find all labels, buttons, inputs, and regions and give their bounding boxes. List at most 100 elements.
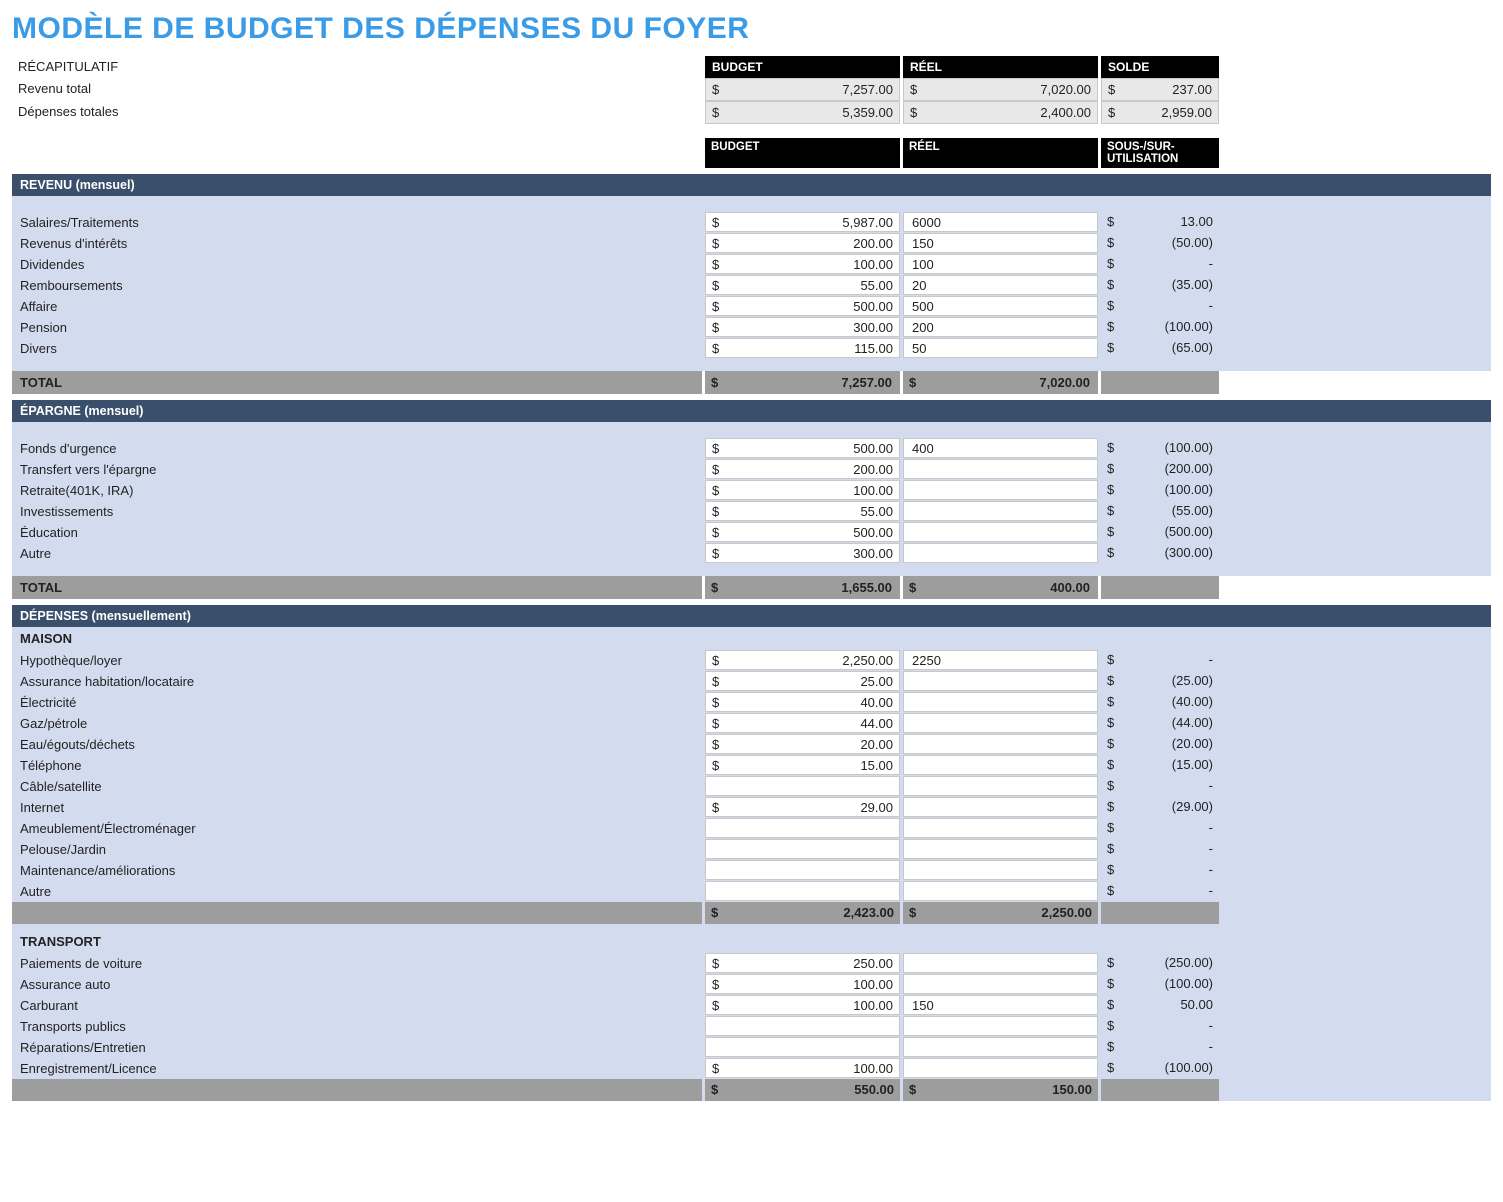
group-header: TRANSPORT xyxy=(12,930,1219,953)
variance-cell: $(100.00) xyxy=(1101,317,1219,337)
cell[interactable]: 500 xyxy=(903,296,1098,316)
variance-cell: $- xyxy=(1101,1037,1219,1057)
cell[interactable]: $29.00 xyxy=(705,797,900,817)
cell[interactable]: $40.00 xyxy=(705,692,900,712)
section-body: Fonds d'urgence$500.00400$(100.00)Transf… xyxy=(12,422,1491,576)
variance-cell: $(55.00) xyxy=(1101,501,1219,521)
column-headers: BUDGET RÉEL SOUS-/SUR-UTILISATION xyxy=(12,138,1491,168)
cell[interactable] xyxy=(903,734,1098,754)
section-body: MAISONHypothèque/loyer$2,250.002250$-Ass… xyxy=(12,627,1491,1101)
cell[interactable]: $300.00 xyxy=(705,317,900,337)
reel-col-header: RÉEL xyxy=(903,138,1098,168)
cell[interactable] xyxy=(705,1037,900,1057)
cell[interactable] xyxy=(705,881,900,901)
page-title: MODÈLE DE BUDGET DES DÉPENSES DU FOYER xyxy=(12,12,1491,46)
cell[interactable] xyxy=(903,522,1098,542)
cell[interactable] xyxy=(903,860,1098,880)
cell[interactable] xyxy=(903,755,1098,775)
cell[interactable]: $100.00 xyxy=(705,1058,900,1078)
cell[interactable] xyxy=(903,692,1098,712)
variance-cell: $(500.00) xyxy=(1101,522,1219,542)
cell[interactable] xyxy=(903,1016,1098,1036)
summary-grid: RÉCAPITULATIF BUDGET RÉEL SOLDE Revenu t… xyxy=(12,56,1491,124)
row-label: Maintenance/améliorations xyxy=(12,860,702,881)
cell[interactable] xyxy=(705,1016,900,1036)
cell[interactable] xyxy=(705,776,900,796)
cell[interactable]: $2,250.00 xyxy=(705,650,900,670)
cell[interactable] xyxy=(903,480,1098,500)
section-total: TOTAL$7,257.00$7,020.00 xyxy=(12,371,1491,394)
cell[interactable] xyxy=(903,543,1098,563)
cell[interactable]: $100.00 xyxy=(705,254,900,274)
cell[interactable]: $100.00 xyxy=(705,995,900,1015)
cell[interactable]: $300.00 xyxy=(705,543,900,563)
row-label: Carburant xyxy=(12,995,702,1016)
cell[interactable]: $115.00 xyxy=(705,338,900,358)
summary-cell[interactable]: $7,020.00 xyxy=(903,78,1098,101)
summary-cell[interactable]: $237.00 xyxy=(1101,78,1219,101)
row-label: Transfert vers l'épargne xyxy=(12,459,702,480)
summary-cell[interactable]: $2,959.00 xyxy=(1101,101,1219,124)
cell[interactable]: $250.00 xyxy=(705,953,900,973)
cell[interactable] xyxy=(903,671,1098,691)
cell[interactable] xyxy=(903,501,1098,521)
cell[interactable]: $5,987.00 xyxy=(705,212,900,232)
cell[interactable] xyxy=(903,881,1098,901)
cell[interactable] xyxy=(903,818,1098,838)
cell[interactable] xyxy=(903,776,1098,796)
cell[interactable] xyxy=(903,1037,1098,1057)
cell[interactable] xyxy=(705,839,900,859)
summary-cell[interactable]: $2,400.00 xyxy=(903,101,1098,124)
cell[interactable] xyxy=(705,860,900,880)
variance-cell: $(250.00) xyxy=(1101,953,1219,973)
row-label: Remboursements xyxy=(12,275,702,296)
cell[interactable]: 50 xyxy=(903,338,1098,358)
cell[interactable] xyxy=(903,713,1098,733)
cell[interactable]: $200.00 xyxy=(705,459,900,479)
summary-cell[interactable]: $5,359.00 xyxy=(705,101,900,124)
cell[interactable]: $55.00 xyxy=(705,275,900,295)
cell[interactable]: 2250 xyxy=(903,650,1098,670)
row-label: Affaire xyxy=(12,296,702,317)
cell[interactable]: $500.00 xyxy=(705,296,900,316)
cell[interactable]: 20 xyxy=(903,275,1098,295)
cell[interactable]: 6000 xyxy=(903,212,1098,232)
cell[interactable]: $25.00 xyxy=(705,671,900,691)
cell[interactable]: $500.00 xyxy=(705,522,900,542)
cell[interactable]: $200.00 xyxy=(705,233,900,253)
cell[interactable]: 200 xyxy=(903,317,1098,337)
variance-cell: $(50.00) xyxy=(1101,233,1219,253)
cell[interactable]: 150 xyxy=(903,233,1098,253)
cell[interactable]: $20.00 xyxy=(705,734,900,754)
cell[interactable] xyxy=(903,459,1098,479)
row-label: Téléphone xyxy=(12,755,702,776)
variance-cell: $(100.00) xyxy=(1101,1058,1219,1078)
cell[interactable]: $100.00 xyxy=(705,974,900,994)
row-label: Hypothèque/loyer xyxy=(12,650,702,671)
col-solde-header: SOLDE xyxy=(1101,56,1219,78)
cell[interactable]: $55.00 xyxy=(705,501,900,521)
section-body: Salaires/Traitements$5,987.006000$13.00R… xyxy=(12,196,1491,371)
row-label: Salaires/Traitements xyxy=(12,212,702,233)
cell[interactable]: $15.00 xyxy=(705,755,900,775)
cell[interactable]: $100.00 xyxy=(705,480,900,500)
cell[interactable] xyxy=(903,953,1098,973)
variance-cell: $- xyxy=(1101,881,1219,901)
row-label: Ameublement/Électroménager xyxy=(12,818,702,839)
summary-cell[interactable]: $7,257.00 xyxy=(705,78,900,101)
cell[interactable]: 150 xyxy=(903,995,1098,1015)
variance-cell: $- xyxy=(1101,650,1219,670)
cell[interactable]: $500.00 xyxy=(705,438,900,458)
cell[interactable] xyxy=(903,839,1098,859)
cell[interactable] xyxy=(705,818,900,838)
cell[interactable] xyxy=(903,1058,1098,1078)
variance-cell: $- xyxy=(1101,296,1219,316)
section-header: ÉPARGNE (mensuel) xyxy=(12,400,1491,422)
cell[interactable]: 400 xyxy=(903,438,1098,458)
cell[interactable]: 100 xyxy=(903,254,1098,274)
variance-cell: $50.00 xyxy=(1101,995,1219,1015)
cell[interactable]: $44.00 xyxy=(705,713,900,733)
section-header: DÉPENSES (mensuellement) xyxy=(12,605,1491,627)
cell[interactable] xyxy=(903,797,1098,817)
cell[interactable] xyxy=(903,974,1098,994)
